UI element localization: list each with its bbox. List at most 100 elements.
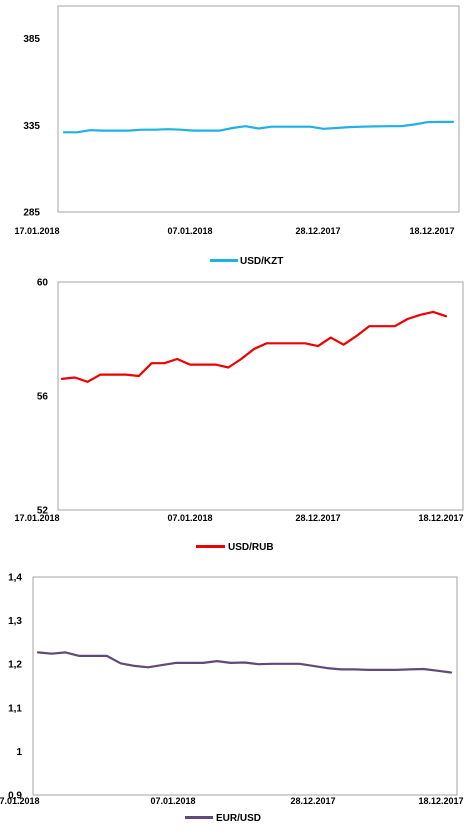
data-point xyxy=(215,364,217,366)
data-point xyxy=(138,375,140,377)
y-tick-label: 385 xyxy=(23,34,40,45)
data-point xyxy=(89,129,91,131)
data-point xyxy=(37,652,39,654)
data-point xyxy=(79,655,81,657)
x-tick-label: 07.01.2018 xyxy=(167,226,212,236)
data-point xyxy=(63,132,65,134)
x-tick-label: 28.12.2017 xyxy=(290,796,335,806)
data-point xyxy=(161,664,163,666)
data-point xyxy=(409,669,411,671)
data-point xyxy=(326,667,328,669)
data-point xyxy=(228,367,230,369)
data-point xyxy=(61,378,63,380)
data-point xyxy=(154,129,156,131)
data-point xyxy=(445,315,447,317)
data-point xyxy=(420,314,422,316)
data-point xyxy=(102,130,104,132)
y-tick-label: 285 xyxy=(23,208,40,219)
data-point xyxy=(92,655,94,657)
y-tick-label: 1,4 xyxy=(8,573,22,584)
x-tick-label: 18.12.2017 xyxy=(409,226,454,236)
data-point xyxy=(176,358,178,360)
y-tick-label: 60 xyxy=(37,278,49,289)
data-point xyxy=(128,130,130,132)
plot-area-0 xyxy=(57,5,460,213)
data-point xyxy=(76,132,78,134)
data-point xyxy=(279,343,281,345)
data-point xyxy=(65,652,67,654)
data-point xyxy=(361,126,363,128)
data-point xyxy=(387,125,389,127)
data-point xyxy=(304,343,306,345)
data-point xyxy=(134,665,136,667)
data-point xyxy=(189,364,191,366)
usd-rub-chart: 60 56 52 17.01.2018 07.01.2018 28.12.2017 18.1… xyxy=(0,276,476,564)
data-point xyxy=(206,130,208,132)
data-point xyxy=(74,377,76,379)
usd-kzt-chart-svg: 385 335 285 17.01.2018 07.01.2018 28.12.2017 1… xyxy=(14,5,460,267)
data-point xyxy=(216,660,218,662)
data-point xyxy=(292,343,294,345)
y-tick-label: 1,1 xyxy=(8,703,22,714)
x-tick-label: 18.12.2017 xyxy=(418,796,463,806)
data-point xyxy=(381,669,383,671)
data-point xyxy=(244,662,246,664)
data-point xyxy=(87,381,89,383)
data-point xyxy=(115,130,117,132)
y-tick-label: 335 xyxy=(23,121,40,132)
x-tick-label: 07.01.2018 xyxy=(150,796,195,806)
data-point xyxy=(189,662,191,664)
data-point xyxy=(202,364,204,366)
data-point xyxy=(180,129,182,131)
data-point xyxy=(232,127,234,129)
data-point xyxy=(106,655,108,657)
series-line-usd-rub xyxy=(60,310,448,383)
y-tick-label: 56 xyxy=(37,392,49,403)
data-point xyxy=(245,125,247,127)
data-point xyxy=(356,335,358,337)
y-tick-label: 1,3 xyxy=(8,616,22,627)
data-point xyxy=(374,126,376,128)
data-point xyxy=(175,662,177,664)
data-point xyxy=(349,126,351,128)
data-point xyxy=(202,662,204,664)
legend-label-usd-rub: USD/RUB xyxy=(228,542,274,553)
legend-label-eur-usd: EUR/USD xyxy=(216,813,261,824)
x-tick-label: 17.01.2018 xyxy=(14,513,59,523)
y-tick-label: 0,9 xyxy=(8,791,22,802)
data-point xyxy=(400,125,402,127)
data-point xyxy=(299,663,301,665)
data-point xyxy=(258,663,260,665)
data-point xyxy=(253,348,255,350)
data-point xyxy=(271,126,273,128)
data-point xyxy=(297,126,299,128)
x-tick-label: 18.12.2017 xyxy=(418,513,463,523)
data-point xyxy=(368,669,370,671)
eur-usd-chart: 1,4 1,3 1,2 1,1 1 0,917.01.2018 07.01.2018 28.1… xyxy=(0,564,476,830)
data-point xyxy=(330,337,332,339)
data-point xyxy=(285,663,287,665)
usd-kzt-chart: 385 335 285 17.01.2018 07.01.2018 28.12.2017 1… xyxy=(0,0,476,276)
x-tick-label: 17.01.2018 xyxy=(14,226,59,236)
x-tick-label: 28.12.2017 xyxy=(295,513,340,523)
data-point xyxy=(266,343,268,345)
data-point xyxy=(423,668,425,670)
data-point xyxy=(340,669,342,671)
data-point xyxy=(450,672,452,674)
data-point xyxy=(164,362,166,364)
data-point xyxy=(100,374,102,376)
data-point xyxy=(354,669,356,671)
data-point xyxy=(120,663,122,665)
data-point xyxy=(284,126,286,128)
data-point xyxy=(394,325,396,327)
y-tick-label: 52 xyxy=(37,506,49,517)
data-point xyxy=(381,325,383,327)
data-point xyxy=(432,311,434,313)
data-point xyxy=(240,358,242,360)
x-tick-label: 07.01.2018 xyxy=(167,513,212,523)
data-point xyxy=(230,662,232,664)
data-point xyxy=(310,126,312,128)
data-point xyxy=(313,665,315,667)
data-point xyxy=(368,325,370,327)
